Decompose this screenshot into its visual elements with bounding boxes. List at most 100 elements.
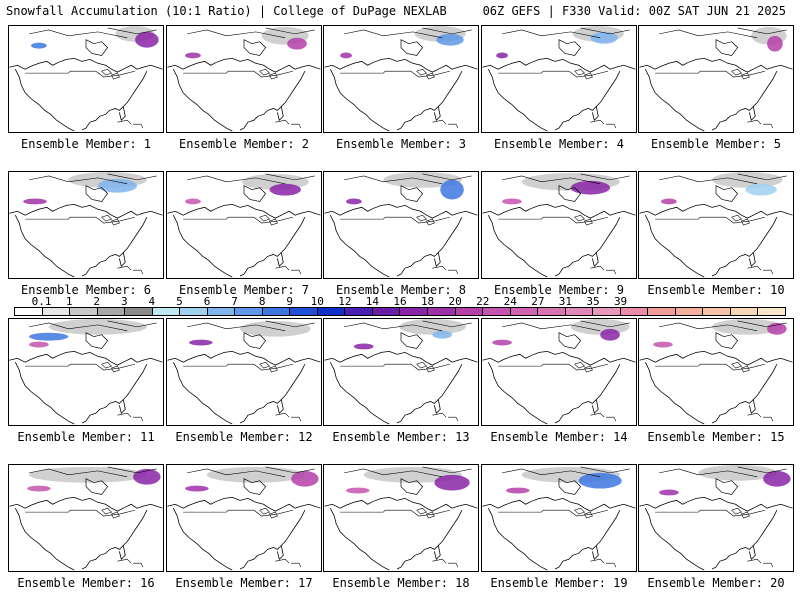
map-boundary-line xyxy=(432,265,459,275)
map-boundary-line xyxy=(655,509,766,517)
map-boundary-line xyxy=(81,216,148,277)
map-boundary-line xyxy=(655,363,766,371)
colorbar-segment xyxy=(538,308,566,315)
snowfall-map xyxy=(482,172,636,278)
colorbar-tick-label: 8 xyxy=(258,295,266,308)
snowfall-area xyxy=(340,52,352,59)
map-boundary-line xyxy=(324,203,478,219)
colorbar-tick-label: 7 xyxy=(231,295,238,308)
map-boundary-line xyxy=(329,508,390,571)
colorbar-segment xyxy=(345,308,373,315)
map-boundary-line xyxy=(659,466,787,478)
snowfall-area xyxy=(185,198,201,205)
snowfall-map xyxy=(324,26,478,132)
map-boundary-line xyxy=(239,509,306,570)
snowfall-area xyxy=(135,31,159,48)
map-boundary-line xyxy=(167,203,321,219)
map-boundary-line xyxy=(558,478,582,495)
snowfall-area xyxy=(767,35,783,52)
map-boundary-line xyxy=(711,363,778,424)
map-boundary-line xyxy=(340,363,451,371)
map-boundary-line xyxy=(655,70,766,78)
colorbar-tick-label: 20 xyxy=(448,295,462,308)
map-boundary-line xyxy=(711,216,778,277)
colorbar-segment xyxy=(758,308,785,315)
ensemble-member-caption: Ensemble Member: 9 xyxy=(493,283,625,297)
ensemble-member-caption: Ensemble Member: 3 xyxy=(335,137,467,151)
map-boundary-line xyxy=(731,507,750,519)
snowfall-area xyxy=(712,172,783,188)
snowfall-area xyxy=(502,198,522,205)
map-boundary-line xyxy=(590,265,617,275)
map-boundary-line xyxy=(183,70,294,78)
map-boundary-line xyxy=(659,27,787,39)
map-boundary-line xyxy=(101,361,120,373)
map-boundary-line xyxy=(239,70,306,131)
ensemble-map-panel xyxy=(481,25,637,133)
ensemble-member-caption: Ensemble Member: 18 xyxy=(332,576,470,590)
snowfall-map xyxy=(482,26,636,132)
map-boundary-line xyxy=(554,70,621,131)
snowfall-area xyxy=(661,198,677,205)
snowfall-map xyxy=(167,173,321,278)
map-boundary-line xyxy=(748,545,756,560)
map-boundary-line xyxy=(487,362,548,425)
snowfall-map xyxy=(9,26,163,132)
snowfall-map xyxy=(482,319,636,425)
colorbar-tick-label: 6 xyxy=(203,295,211,308)
map-boundary-line xyxy=(396,216,463,277)
map-boundary-line xyxy=(574,361,593,373)
map-boundary-line xyxy=(554,216,621,277)
colorbar-segment xyxy=(97,308,126,315)
map-boundary-line xyxy=(715,478,739,495)
colorbar-segment xyxy=(262,308,291,315)
ensemble-map-panel xyxy=(166,318,322,426)
map-boundary-line xyxy=(29,466,157,478)
map-boundary-line xyxy=(117,265,144,275)
map-boundary-line xyxy=(502,320,630,332)
map-boundary-line xyxy=(396,363,463,424)
map-boundary-line xyxy=(416,507,435,519)
map-boundary-line xyxy=(432,119,459,129)
ensemble-map-panel xyxy=(323,464,479,572)
map-boundary-line xyxy=(344,27,472,39)
map-title: Snowfall Accumulation (10:1 Ratio) | Col… xyxy=(6,4,447,18)
snowfall-area xyxy=(29,466,147,483)
ensemble-map-panel xyxy=(323,318,479,426)
map-boundary-line xyxy=(639,350,793,366)
map-boundary-line xyxy=(275,265,302,275)
ensemble-map-panel xyxy=(8,25,164,133)
snowfall-map xyxy=(324,319,478,425)
map-boundary-line xyxy=(324,350,478,366)
map-boundary-line xyxy=(85,39,109,56)
map-boundary-line xyxy=(644,69,705,132)
map-boundary-line xyxy=(259,214,278,226)
map-boundary-line xyxy=(187,466,315,478)
snowfall-area xyxy=(570,180,611,195)
ensemble-map-panel xyxy=(323,171,479,279)
colorbar-segment xyxy=(42,308,71,315)
map-boundary-line xyxy=(590,412,617,422)
map-boundary-line xyxy=(329,362,390,425)
map-boundary-line xyxy=(187,320,315,332)
snowfall-area xyxy=(432,330,453,339)
map-boundary-line xyxy=(731,68,750,80)
map-boundary-line xyxy=(400,39,424,56)
colorbar-tick-label: 4 xyxy=(148,295,156,308)
ensemble-map-panel xyxy=(481,318,637,426)
ensemble-map-panel xyxy=(323,25,479,133)
map-boundary-line xyxy=(433,106,441,121)
ensemble-member-caption: Ensemble Member: 10 xyxy=(647,283,785,297)
map-boundary-line xyxy=(118,399,126,414)
ensemble-map-panel xyxy=(481,464,637,572)
ensemble-member-caption: Ensemble Member: 15 xyxy=(647,430,785,444)
map-boundary-line xyxy=(558,185,582,202)
map-boundary-line xyxy=(85,332,109,349)
colorbar-tick-label: 12 xyxy=(338,295,352,308)
ensemble-map-panel xyxy=(8,171,164,279)
colorbar-tick-label: 35 xyxy=(586,295,600,308)
ensemble-map-panel xyxy=(481,171,637,279)
colorbar-tick-label: 1 xyxy=(65,295,73,308)
map-boundary-line xyxy=(101,507,120,519)
snowfall-area xyxy=(399,319,466,335)
